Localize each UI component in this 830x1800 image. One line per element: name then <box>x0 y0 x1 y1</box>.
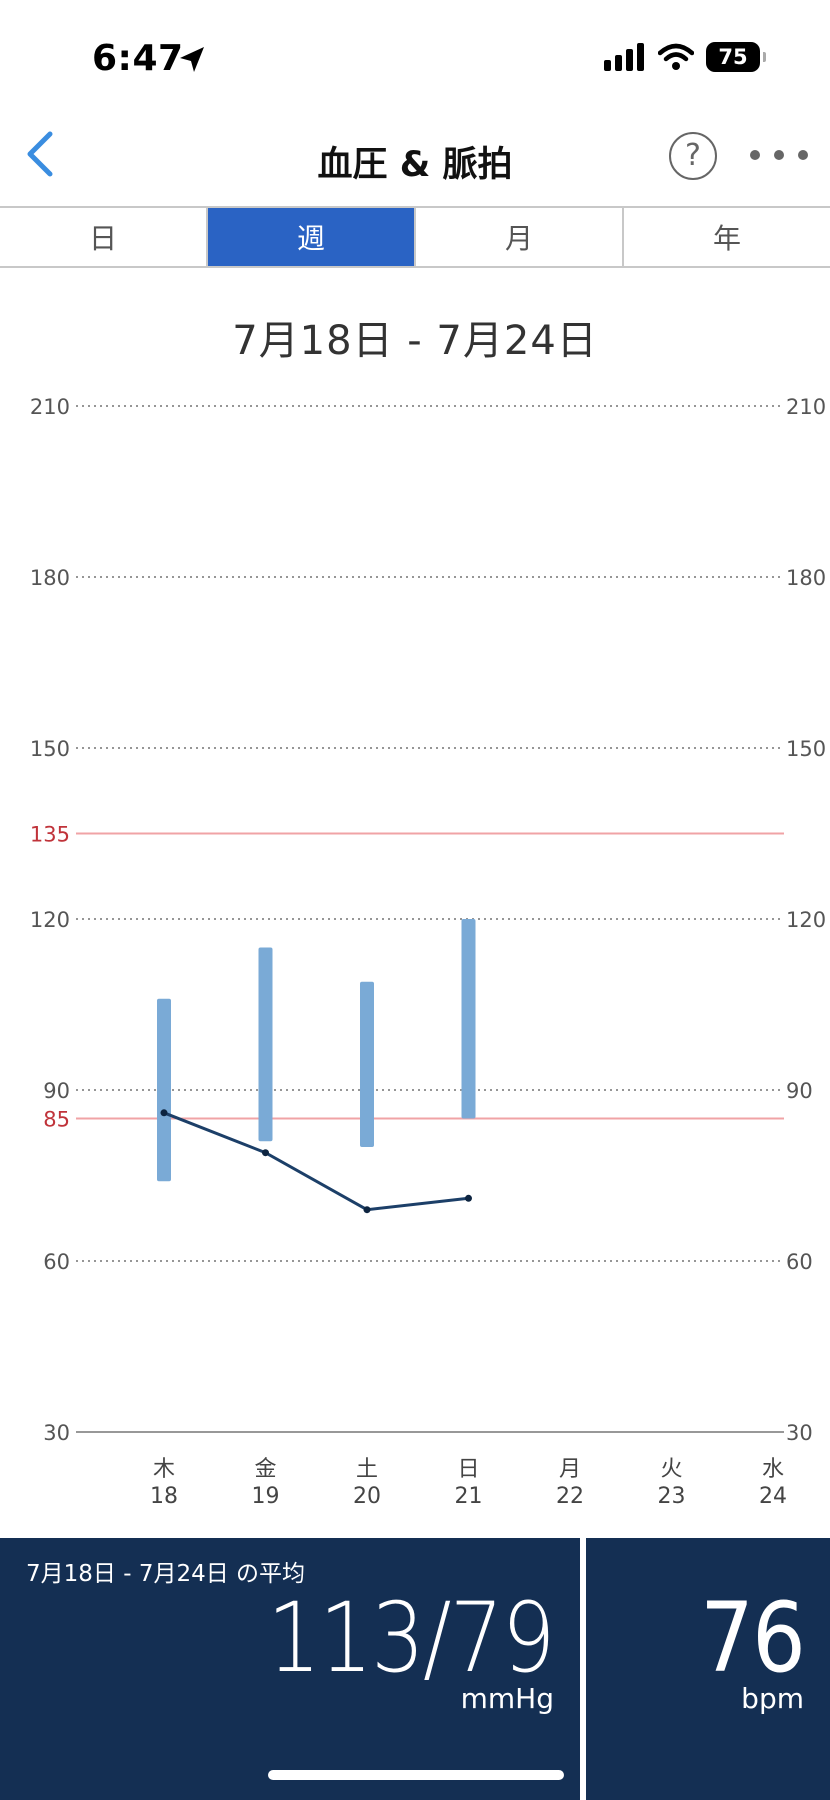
x-weekday-20: 土 <box>356 1457 378 1482</box>
y-tick-left-60: 60 <box>43 1250 70 1274</box>
x-day-21: 21 <box>455 1484 483 1509</box>
x-weekday-18: 木 <box>153 1457 175 1482</box>
status-indicators: 75 <box>604 42 766 72</box>
y-tick-right-120: 120 <box>786 908 826 932</box>
period-tabs: 日 週 月 年 <box>0 206 830 268</box>
threshold-label-135: 135 <box>30 823 70 847</box>
x-day-22: 22 <box>556 1484 584 1509</box>
bp-range-bar-19 <box>258 947 273 1142</box>
pulse-average: 76 <box>700 1582 806 1694</box>
help-button[interactable]: ? <box>669 132 717 180</box>
y-tick-right-210: 210 <box>786 395 826 419</box>
bp-summary-panel <box>0 1538 580 1800</box>
pulse-unit: bpm <box>741 1682 804 1715</box>
tab-week[interactable]: 週 <box>208 208 416 266</box>
x-weekday-23: 火 <box>660 1457 682 1482</box>
x-weekday-24: 水 <box>762 1457 784 1482</box>
y-tick-left-180: 180 <box>30 566 70 590</box>
date-range: 7月18日 - 7月24日 <box>232 318 598 364</box>
y-tick-right-60: 60 <box>786 1250 813 1274</box>
location-arrow-icon <box>180 47 204 72</box>
x-day-20: 20 <box>353 1484 381 1509</box>
battery-icon: 75 <box>706 42 766 72</box>
tab-year[interactable]: 年 <box>712 222 741 255</box>
y-tick-left-150: 150 <box>30 737 70 761</box>
y-tick-left-210: 210 <box>30 395 70 419</box>
bp-pulse-chart: 30 30 60 60 90 90 120 120 150 150 180 180 210 210 135 8… <box>30 395 826 1509</box>
y-tick-right-150: 150 <box>786 737 826 761</box>
threshold-label-85: 85 <box>43 1108 70 1132</box>
pulse-point-2 <box>363 1206 371 1214</box>
y-tick-left-120: 120 <box>30 908 70 932</box>
tab-month[interactable]: 月 <box>416 208 624 266</box>
battery-level: 75 <box>718 45 748 69</box>
x-weekday-19: 金 <box>254 1457 276 1482</box>
home-indicator[interactable] <box>268 1770 564 1780</box>
blood-pressure-average: 113/79 <box>267 1582 555 1694</box>
x-weekday-21: 日 <box>457 1457 479 1482</box>
average-label: 7月18日 - 7月24日 の平均 <box>26 1561 306 1587</box>
pulse-point-0 <box>160 1109 168 1117</box>
y-tick-left-90: 90 <box>43 1079 70 1103</box>
x-day-24: 24 <box>759 1484 787 1509</box>
blood-pressure-unit: mmHg <box>460 1682 554 1715</box>
x-day-19: 19 <box>252 1484 280 1509</box>
pulse-summary-panel <box>586 1538 830 1800</box>
pulse-line <box>163 1111 469 1212</box>
pulse-point-1 <box>262 1149 269 1157</box>
bp-range-bar-21 <box>461 919 476 1119</box>
bp-range-bar-20 <box>360 981 374 1147</box>
more-options-icon[interactable] <box>750 142 808 168</box>
x-weekday-22: 月 <box>559 1457 581 1482</box>
x-day-23: 23 <box>658 1484 686 1509</box>
y-tick-left-30: 30 <box>43 1421 70 1445</box>
page-title: 血圧 & 脈拍 <box>317 145 513 185</box>
status-time: 6:47 <box>92 38 184 79</box>
y-tick-right-30: 30 <box>786 1421 813 1445</box>
back-chevron-icon[interactable] <box>18 128 60 180</box>
tab-day[interactable]: 日 <box>0 208 208 266</box>
y-tick-right-180: 180 <box>786 566 826 590</box>
y-tick-right-90: 90 <box>786 1079 813 1103</box>
x-day-18: 18 <box>150 1484 178 1509</box>
pulse-point-3 <box>465 1194 472 1202</box>
wifi-icon <box>658 43 694 70</box>
cellular-signal-icon <box>604 43 644 71</box>
bp-range-bar-18 <box>157 998 171 1182</box>
